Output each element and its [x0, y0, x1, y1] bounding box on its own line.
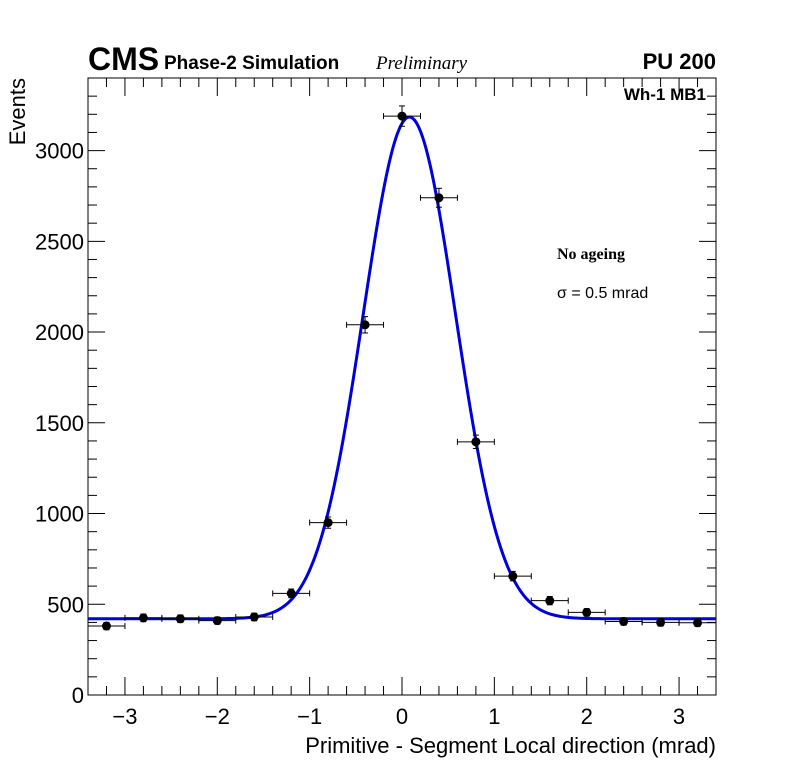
phase2-label: Phase-2 Simulation — [164, 53, 339, 74]
data-point — [383, 105, 421, 127]
data-point — [493, 570, 532, 582]
data-marker — [249, 612, 259, 622]
data-point — [161, 614, 200, 624]
data-marker — [471, 437, 481, 447]
x-tick-label: −1 — [297, 704, 322, 729]
data-marker — [545, 596, 555, 606]
data-point — [419, 187, 458, 208]
data-point — [604, 617, 643, 627]
data-marker — [619, 617, 629, 627]
data-marker — [212, 616, 222, 626]
points-layer — [87, 105, 717, 631]
x-axis-title: Primitive - Segment Local direction (mra… — [305, 733, 716, 758]
y-axis-ticks: 0 500 1000 1500 2000 2500 3000 — [35, 77, 716, 708]
data-marker — [434, 193, 444, 203]
fit-curve — [88, 115, 716, 621]
data-point — [346, 316, 385, 334]
data-marker — [397, 111, 407, 121]
fit-layer — [88, 115, 716, 621]
data-marker — [101, 621, 111, 631]
y-axis-title: Events — [5, 78, 30, 145]
data-point — [272, 588, 311, 599]
data-point — [309, 516, 348, 529]
y-tick-label: 1000 — [35, 502, 84, 527]
preliminary-label: Preliminary — [375, 53, 468, 74]
y-tick-label: 2500 — [35, 229, 84, 254]
data-point — [198, 616, 237, 626]
y-tick-label: 500 — [47, 592, 84, 617]
y-tick-label: 0 — [72, 683, 84, 708]
data-point — [456, 434, 495, 450]
data-marker — [508, 571, 518, 581]
station-label: Wh-1 MB1 — [624, 85, 706, 104]
data-marker — [656, 617, 666, 627]
condition-label: No ageing — [557, 246, 625, 263]
data-point — [567, 607, 606, 617]
data-marker — [323, 518, 333, 528]
data-point — [678, 618, 717, 628]
x-tick-label: 3 — [673, 704, 685, 729]
data-marker — [582, 607, 592, 617]
x-tick-label: 1 — [488, 704, 500, 729]
x-tick-label: 0 — [396, 704, 408, 729]
x-tick-label: −2 — [205, 704, 230, 729]
pileup-label: PU 200 — [643, 49, 716, 74]
y-tick-label: 3000 — [35, 139, 84, 164]
plot-frame — [87, 77, 717, 696]
y-tick-label: 2000 — [35, 320, 84, 345]
data-point — [530, 595, 569, 606]
data-point — [124, 613, 163, 623]
data-marker — [360, 320, 370, 330]
x-tick-label: 2 — [581, 704, 593, 729]
data-marker — [693, 618, 703, 628]
data-marker — [175, 614, 185, 624]
y-tick-label: 1500 — [35, 411, 84, 436]
data-marker — [286, 588, 296, 598]
x-tick-label: −3 — [112, 704, 137, 729]
data-marker — [138, 613, 148, 623]
data-point — [87, 621, 126, 631]
x-axis-ticks: −3 −2 −1 0 1 2 3 — [87, 78, 717, 729]
cms-label: CMS — [88, 41, 159, 77]
data-point — [235, 612, 274, 622]
sigma-label: σ = 0.5 mrad — [557, 285, 648, 302]
